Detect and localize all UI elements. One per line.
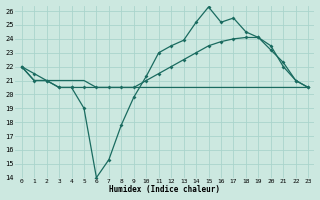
X-axis label: Humidex (Indice chaleur): Humidex (Indice chaleur) <box>109 185 220 194</box>
